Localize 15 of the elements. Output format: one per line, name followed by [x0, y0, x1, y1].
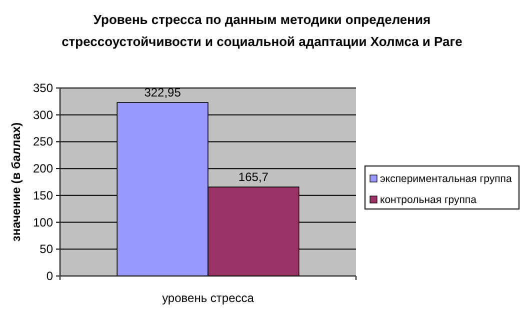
y-tick-label: 100 — [32, 215, 54, 230]
x-tick-label: уровень стресса — [162, 291, 254, 305]
y-tick-label: 300 — [32, 108, 54, 122]
chart-title: Уровень стресса по данным методики определения стрессоустойчивости и социальной адаптации Холмса и Раге — [62, 12, 462, 49]
legend-label: контрольная группа — [380, 194, 477, 206]
y-tick-label: 350 — [32, 81, 54, 95]
y-tick-label: 0 — [46, 269, 54, 283]
data-label: 165,7 — [238, 170, 269, 184]
data-label: 322,95 — [144, 86, 182, 100]
y-tick-label: 250 — [32, 134, 54, 149]
legend-label: экспериментальная группа — [380, 173, 512, 185]
y-tick-label: 150 — [32, 188, 54, 202]
y-tick-label: 50 — [40, 242, 54, 256]
y-tick-label: 200 — [32, 162, 54, 176]
y-axis-title: значение (в баллах) — [9, 122, 23, 242]
